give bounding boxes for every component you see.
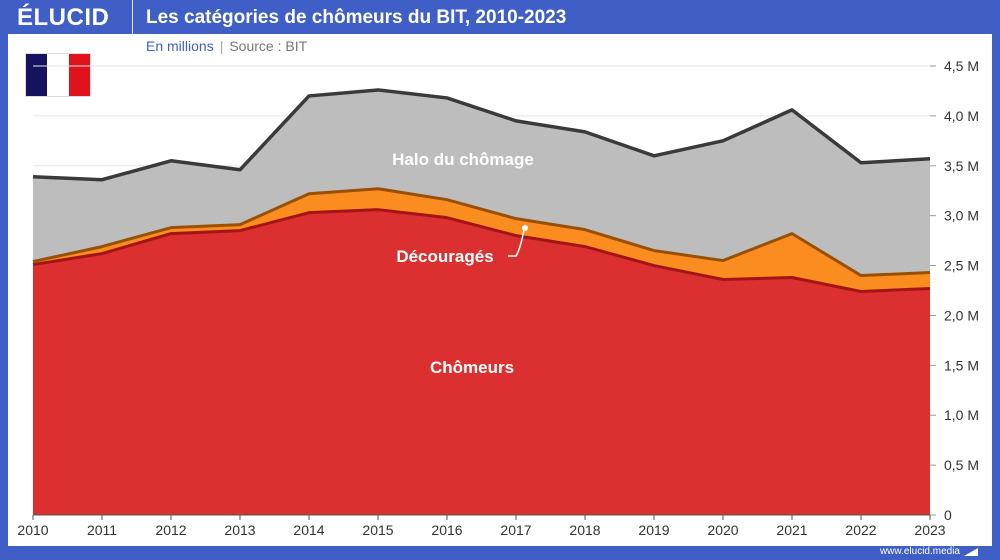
x-tick-label: 2010	[17, 522, 48, 538]
chart-subtitle: En millions | Source : BIT	[146, 38, 307, 54]
series-label-chomeurs: Chômeurs	[430, 358, 514, 377]
y-tick-label: 2,0 M	[944, 307, 979, 323]
series-label-decourages: Découragés	[396, 247, 493, 266]
x-tick-label: 2014	[293, 522, 324, 538]
y-tick-label: 0,5 M	[944, 457, 979, 473]
x-tick-label: 2013	[224, 522, 255, 538]
flag-blue	[26, 54, 48, 96]
label-leader-dot	[522, 225, 528, 231]
source-label: Source : BIT	[229, 38, 308, 54]
y-tick-label: 0	[944, 507, 952, 523]
area-chomeurs	[33, 209, 930, 515]
line-decourages	[32, 187, 931, 278]
y-tick-label: 3,5 M	[944, 158, 979, 174]
area-halo	[33, 89, 930, 276]
label-leader-line	[508, 229, 525, 257]
footer-url[interactable]: www.elucid.media	[879, 546, 960, 557]
series-label-halo: Halo du chômage	[392, 150, 534, 169]
footer-logo-mark	[964, 548, 978, 556]
elucid-logo: ÉLUCID	[17, 4, 110, 31]
line-chomeurs	[32, 208, 931, 293]
x-tick-label: 2023	[914, 522, 945, 538]
line-halo	[32, 88, 931, 182]
flag-red	[68, 54, 90, 96]
header-bar: ÉLUCID Les catégories de chômeurs du BIT…	[0, 0, 1000, 34]
x-tick-label: 2017	[500, 522, 531, 538]
flag-white	[47, 54, 69, 96]
x-tick-label: 2020	[707, 522, 738, 538]
subtitle-separator: |	[219, 38, 224, 54]
y-tick-label: 3,0 M	[944, 208, 979, 224]
x-tick-label: 2015	[362, 522, 393, 538]
unit-label: En millions	[146, 38, 214, 54]
x-tick-label: 2012	[155, 522, 186, 538]
x-tick-label: 2016	[431, 522, 462, 538]
y-tick-label: 1,5 M	[944, 357, 979, 373]
chart-title: Les catégories de chômeurs du BIT, 2010-…	[146, 7, 567, 28]
x-tick-label: 2021	[776, 522, 807, 538]
x-tick-label: 2019	[638, 522, 669, 538]
y-tick-label: 1,0 M	[944, 407, 979, 423]
france-flag-icon	[25, 53, 91, 97]
y-tick-label: 4,5 M	[944, 58, 979, 74]
area-decourages	[33, 188, 930, 292]
x-tick-label: 2022	[845, 522, 876, 538]
y-tick-label: 2,5 M	[944, 258, 979, 274]
x-tick-label: 2018	[569, 522, 600, 538]
header-divider	[132, 0, 133, 34]
x-tick-label: 2011	[87, 522, 117, 538]
y-tick-label: 4,0 M	[944, 108, 979, 124]
